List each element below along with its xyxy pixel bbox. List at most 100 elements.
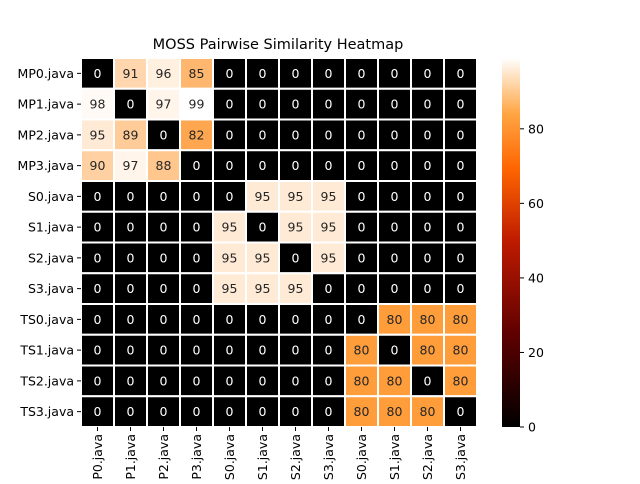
cell-value-label: 0: [424, 158, 432, 173]
cell-value-label: 88: [156, 158, 172, 173]
cell-value-label: 90: [90, 158, 106, 173]
heatmap-cell: [410, 87, 445, 121]
cell-value-label: 95: [321, 220, 337, 235]
cell-value-label: 0: [391, 127, 399, 142]
cell-value-label: 0: [226, 404, 234, 419]
heatmap-cell: [179, 272, 214, 305]
cell-value-label: 80: [354, 373, 370, 388]
row-tick-labels: MP0.java MP1.java MP2.java MP3.java S0.java S…: [18, 66, 81, 419]
cell-value-label: 97: [123, 158, 139, 173]
cell-value-label: 0: [94, 281, 102, 296]
row-tick-label: TS1.java: [19, 343, 74, 358]
cell-value-label: 0: [457, 189, 465, 204]
cell-value-label: 0: [358, 127, 366, 142]
cell-value-label: 91: [123, 66, 139, 81]
cell-value-label: 0: [292, 97, 300, 112]
heatmap-cell: [146, 118, 181, 152]
row-tick-label: TS3.java: [19, 404, 74, 419]
cell-value-label: 80: [420, 312, 436, 327]
cell-value-label: 0: [292, 127, 300, 142]
cell-value-label: 0: [424, 66, 432, 81]
cell-value-label: 0: [391, 343, 399, 358]
heatmap-cell: [113, 180, 148, 213]
column-tick-label: S0.java: [222, 434, 237, 480]
heatmap-cell: [80, 364, 115, 398]
cell-value-label: 0: [160, 220, 168, 235]
cell-value-label: 85: [189, 66, 205, 81]
cell-value-label: 80: [387, 312, 403, 327]
heatmap-cell: [410, 180, 445, 213]
heatmap-cell: [377, 241, 412, 275]
cell-value-label: 0: [193, 343, 201, 358]
cell-value-label: 0: [457, 127, 465, 142]
cell-value-label: 0: [226, 127, 234, 142]
column-tick-label: S1.java: [255, 434, 270, 480]
heatmap-cell: [80, 210, 115, 244]
heatmap-cell: [278, 272, 313, 305]
cell-value-label: 0: [259, 404, 267, 419]
cell-value-label: 0: [457, 220, 465, 235]
column-tick-labels: MP0.java MP1.java MP2.java MP3.java S0.java S…: [90, 427, 468, 484]
cell-value-label: 95: [255, 189, 271, 204]
cell-value-label: 0: [325, 97, 333, 112]
heatmap-cells: 0 91 96 85 0 0 0 0 0 0 0 0 98 0 97 99 0 0 0 0 0 0 0 0 95 89 0 82 0 0 0…: [80, 57, 478, 428]
cell-value-label: 0: [391, 66, 399, 81]
cell-value-label: 0: [259, 127, 267, 142]
cell-value-label: 0: [325, 66, 333, 81]
cell-value-label: 80: [354, 404, 370, 419]
cell-value-label: 0: [127, 281, 135, 296]
cell-value-label: 0: [391, 97, 399, 112]
cell-value-label: 0: [94, 250, 102, 265]
cell-value-label: 0: [292, 373, 300, 388]
cell-value-label: 0: [226, 312, 234, 327]
cell-value-label: 0: [193, 158, 201, 173]
cell-value-label: 0: [391, 250, 399, 265]
heatmap-cell: [443, 118, 478, 152]
cell-value-label: 0: [424, 373, 432, 388]
cell-value-label: 0: [358, 250, 366, 265]
column-tick-label: TS3.java: [453, 434, 468, 480]
cell-value-label: 0: [127, 373, 135, 388]
heatmap-cell: [278, 303, 313, 336]
cell-value-label: 0: [424, 189, 432, 204]
heatmap-cell: [113, 303, 148, 336]
heatmap-cell: [113, 241, 148, 275]
cell-value-label: 0: [325, 312, 333, 327]
cell-value-label: 95: [255, 250, 271, 265]
cell-value-label: 0: [292, 250, 300, 265]
cell-value-label: 0: [94, 312, 102, 327]
heatmap-cell: [146, 303, 181, 336]
cell-value-label: 80: [420, 404, 436, 419]
cell-value-label: 0: [457, 158, 465, 173]
cell-value-label: 0: [127, 404, 135, 419]
cell-value-label: 80: [354, 343, 370, 358]
cell-value-label: 0: [358, 158, 366, 173]
heatmap-cell: [245, 210, 280, 244]
cell-value-label: 0: [259, 343, 267, 358]
column-tick-label: MP1.java: [123, 434, 138, 480]
cell-value-label: 0: [127, 97, 135, 112]
cell-value-label: 0: [226, 66, 234, 81]
cell-value-label: 0: [358, 66, 366, 81]
cell-value-label: 0: [193, 373, 201, 388]
cell-value-label: 0: [193, 281, 201, 296]
cell-value-label: 0: [259, 373, 267, 388]
heatmap-cell: [410, 364, 445, 398]
chart-title: MOSS Pairwise Similarity Heatmap: [153, 37, 404, 53]
heatmap-cell: [311, 57, 346, 90]
heatmap-cell: [410, 395, 445, 428]
cell-value-label: 0: [127, 343, 135, 358]
cell-value-label: 0: [127, 250, 135, 265]
cell-value-label: 0: [424, 281, 432, 296]
cell-value-label: 95: [222, 220, 238, 235]
heatmap-cell: [311, 333, 346, 367]
row-tick-label: MP0.java: [18, 66, 74, 81]
column-tick-label: TS2.java: [420, 434, 435, 480]
cell-value-label: 95: [222, 281, 238, 296]
column-tick-label: MP3.java: [189, 434, 204, 480]
cell-value-label: 0: [457, 66, 465, 81]
column-tick-label: TS1.java: [387, 434, 402, 480]
cell-value-label: 95: [321, 250, 337, 265]
cell-value-label: 89: [123, 127, 139, 142]
